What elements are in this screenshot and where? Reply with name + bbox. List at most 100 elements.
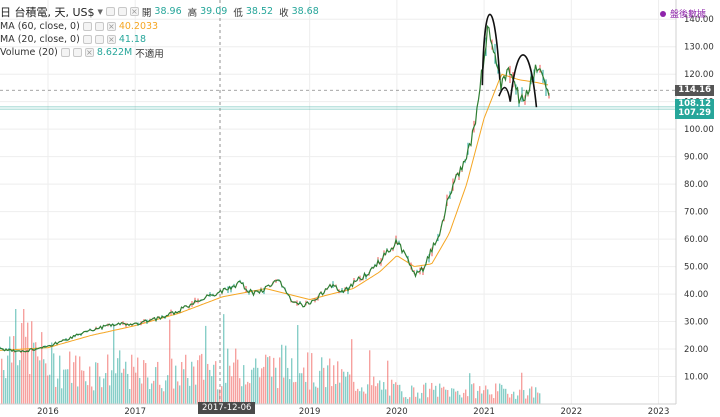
close-icon[interactable] [106, 35, 116, 44]
volume-bar [121, 372, 123, 404]
volume-bar [25, 336, 27, 404]
eye-icon[interactable] [60, 48, 70, 57]
volume-bar [343, 371, 345, 404]
volume-bar [237, 359, 239, 404]
price-axis[interactable]: 10.00 20.00 30.00 40.00 50.00 60.00 70.00 80.00… [675, 0, 714, 404]
indicator-ma60-name: MA (60, close, 0) [0, 21, 80, 32]
volume-bar [45, 363, 47, 404]
chevron-down-icon[interactable]: ▼ [97, 7, 103, 16]
volume-bar [405, 397, 407, 404]
volume-bar [429, 388, 431, 404]
ohlc-open-label: 開 [141, 7, 152, 19]
volume-bar [173, 388, 175, 404]
volume-bar [481, 393, 483, 404]
feed-status[interactable]: 盤後數據 [659, 7, 706, 20]
volume-bar [511, 394, 513, 404]
volume-bar [265, 354, 267, 404]
volume-bar [107, 354, 109, 404]
volume-bar [1, 358, 3, 404]
volume-bar [325, 387, 327, 404]
volume-bar [159, 384, 161, 404]
volume-bar [285, 345, 287, 404]
volume-bar [211, 376, 213, 404]
price-tag: 107.29 [675, 107, 714, 119]
volume-bar [349, 374, 351, 404]
volume-bar [247, 381, 249, 404]
volume-bar [337, 361, 339, 404]
volume-bar [167, 375, 169, 404]
volume-bar [489, 394, 491, 404]
volume-bar [165, 380, 167, 404]
volume-bar [505, 388, 507, 404]
ohlc-open-value: 38.96 [154, 6, 182, 17]
volume-bar [465, 389, 467, 404]
volume-bar [283, 377, 285, 404]
volume-bar [235, 348, 237, 404]
volume-bar [365, 393, 367, 404]
volume-bar [411, 385, 413, 404]
symbol-title[interactable]: 日 台積電, 天, US$ [0, 5, 95, 19]
volume-bar [273, 357, 275, 404]
volume-bar [187, 378, 189, 404]
double-top-drawing[interactable] [481, 13, 538, 108]
settings-icon[interactable] [94, 22, 104, 31]
volume-bar [409, 397, 411, 404]
volume-bar [135, 372, 137, 404]
volume-bar [257, 367, 259, 404]
indicator-ma20-name: MA (20, close, 0) [0, 34, 80, 45]
time-tick-label: 2017 [124, 407, 146, 417]
time-axis[interactable]: 2016 2017 2019 2020 2021 2022 2023 [0, 403, 676, 417]
ohlc-low-value: 38.52 [245, 6, 274, 17]
eye-icon[interactable] [82, 35, 92, 44]
eye-icon[interactable] [82, 22, 92, 31]
volume-bar [389, 395, 391, 404]
close-icon[interactable] [129, 7, 139, 16]
volume-bar [383, 382, 385, 404]
volume-bar [9, 336, 11, 404]
volume-bar [361, 387, 363, 404]
volume-bar [503, 388, 505, 404]
settings-icon[interactable] [117, 7, 127, 16]
volume-bar [473, 383, 475, 404]
price-tick-label: 100.00 [684, 125, 714, 135]
indicator-volume[interactable]: Volume (20) 8.622M 不適用 [0, 46, 164, 60]
volume-bar [289, 379, 291, 404]
indicator-ma20[interactable]: MA (20, close, 0) 41.18 [0, 33, 146, 46]
volume-bar [91, 386, 93, 404]
volume-bar [277, 388, 279, 404]
volume-bar [275, 367, 277, 404]
grid [0, 0, 676, 404]
volume-bar [323, 367, 325, 404]
volume-bar [175, 365, 177, 404]
volume-bar [279, 357, 281, 404]
settings-icon[interactable] [94, 35, 104, 44]
volume-bar [497, 391, 499, 404]
volume-bar [179, 385, 181, 404]
volume-bar [421, 392, 423, 404]
volume-bar [225, 382, 227, 404]
volume-bar [487, 389, 489, 404]
volume-bar [391, 379, 393, 404]
close-icon[interactable] [106, 22, 116, 31]
volume-bar [291, 358, 293, 404]
price-tick-label: 140.00 [684, 15, 714, 25]
volume-bar [469, 373, 471, 404]
price-tick-label: 60.00 [684, 235, 708, 245]
volume-bar [525, 398, 527, 404]
volume-bar [299, 373, 301, 404]
volume-bar [97, 362, 99, 404]
settings-icon[interactable] [72, 48, 82, 57]
volume-bar [491, 394, 493, 404]
eye-icon[interactable] [105, 7, 115, 16]
volume-bar [157, 361, 159, 404]
indicator-ma60[interactable]: MA (60, close, 0) 40.2033 [0, 20, 158, 33]
volume-bar [87, 385, 89, 404]
volume-bar [527, 395, 529, 404]
volume-bar [271, 376, 273, 404]
volume-bar [269, 356, 271, 404]
volume-bar [435, 385, 437, 404]
close-icon[interactable] [84, 48, 94, 57]
volume-bar [31, 321, 33, 404]
volume-bar [131, 354, 133, 404]
